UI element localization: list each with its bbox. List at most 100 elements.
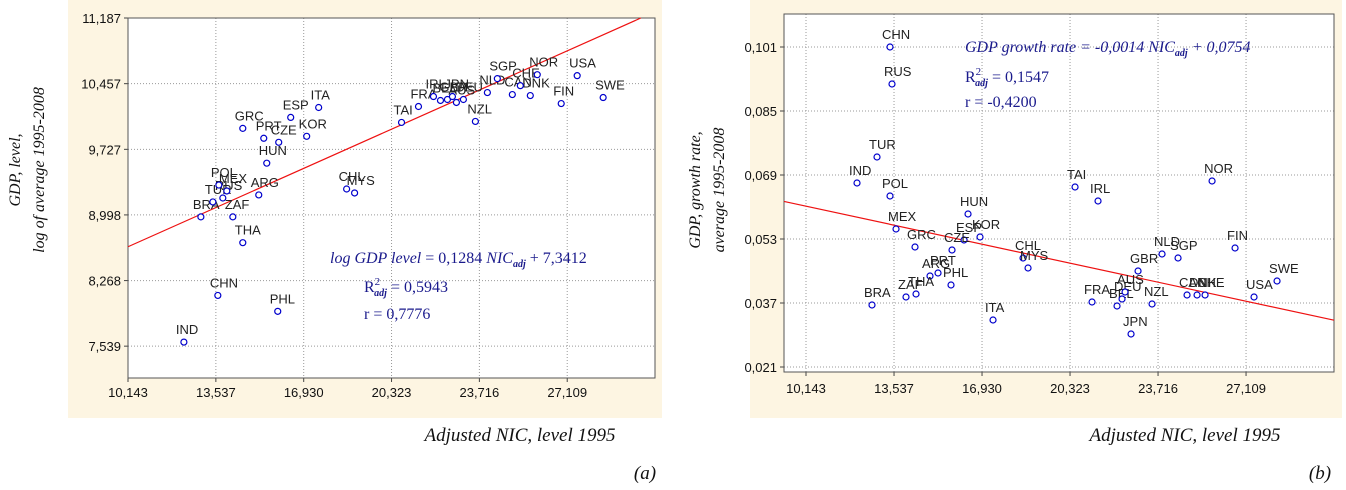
annotation-part: NIC [485,250,513,267]
data-point [934,269,942,277]
y-tick-label: 11,187 [82,11,121,26]
annotation-part: R [965,69,976,86]
data-point [180,338,188,346]
data-point [1024,264,1032,272]
point-label: ARG [251,175,279,190]
point-label: DEU [1114,279,1141,294]
y-tick-label: 9,727 [88,142,121,157]
data-point [452,98,461,107]
annotation-part: + 0,0754 [1188,39,1251,56]
data-point [1183,291,1191,299]
data-point [960,236,968,244]
point-label: ITA [311,88,331,103]
data-point [947,281,955,289]
y-tick-label: 0,101 [744,40,777,55]
data-point [1113,302,1121,310]
x-tick-label: 16,930 [962,381,1002,396]
annotation-part: 2 [976,66,982,78]
point-label: USA [569,56,596,71]
data-point [219,194,227,202]
point-label: GBR [439,79,467,94]
point-label: KOR [972,217,1000,232]
data-point [1019,254,1027,262]
data-point [1134,267,1142,275]
x-tick-label: 20,323 [372,385,412,400]
point-label: PHL [943,265,968,280]
data-point [964,210,972,218]
data-point [508,90,516,99]
point-label: ESP [283,97,309,112]
data-point [1158,250,1166,258]
data-point [239,124,247,132]
data-point [989,316,997,324]
point-label: BEL [432,80,457,95]
point-label: FIN [553,84,574,99]
point-label: AUS [448,82,475,97]
point-label: FRA [1084,282,1110,297]
data-point [429,92,438,101]
annotation-part: = 0,1284 [421,250,486,267]
data-point [1121,288,1129,296]
point-label: FIN [1227,228,1248,243]
x-tick-label: 23,716 [1138,381,1178,396]
data-point [516,82,524,90]
data-point [976,233,984,241]
point-label: IRL [1090,181,1110,196]
point-label: MEX [888,209,917,224]
data-point [1118,295,1126,303]
data-point [1148,300,1156,308]
annotation-part: = 0,5943 [387,279,448,296]
point-label: DEU [455,79,482,94]
data-point [948,246,956,254]
annotation-part: R [364,279,375,296]
data-point [926,272,934,280]
data-point [886,43,894,51]
point-label: HUN [259,143,287,158]
data-point [459,95,468,104]
data-point [223,187,231,195]
data-point [902,293,910,301]
data-point [260,134,268,142]
point-label: SWE [595,78,625,93]
y-tick-label: 7,539 [88,339,121,354]
data-point [263,159,271,167]
point-label: POL [211,165,237,180]
annotation-part: adj [975,78,988,89]
y-tick-label: 8,998 [88,208,121,223]
trend-line [127,17,642,248]
point-label: NZL [1144,284,1169,299]
chart: 10,143 13,537 16,930 20,323 23,716 27,109 7,53… [7,0,662,484]
data-point [343,185,351,193]
y-tick-label: 0,085 [744,104,777,119]
data-point [888,80,896,88]
data-point [599,93,607,102]
point-label: NOR [1204,161,1233,176]
point-label: THA [235,223,261,238]
x-axis-label: Adjusted NIC, level 1995 [422,425,615,446]
data-point [1088,298,1096,306]
annotation-part: GDP growth rate [965,39,1076,56]
data-point [573,72,581,80]
data-point [1231,244,1239,252]
plot-border [127,17,656,379]
point-label: NLD [1154,234,1180,249]
data-point [892,225,900,233]
data-point [1250,293,1258,301]
x-tick-label: 13,537 [196,385,236,400]
point-label: IND [176,322,198,337]
point-label: PRT [930,253,956,268]
annotation: r = 0,7776 [364,306,430,323]
data-point [239,239,247,247]
trend-line [783,200,1335,321]
data-point [493,75,501,83]
data-point [483,88,491,97]
point-label: DNK [522,76,550,91]
annotation-part: 2 [375,276,381,288]
data-point [209,198,217,206]
data-point [1094,197,1102,205]
y-tick-label: 8,268 [88,274,121,289]
data-point [274,307,282,315]
data-point [1201,291,1209,299]
data-point [1071,183,1079,191]
point-label: CZE [271,122,297,137]
